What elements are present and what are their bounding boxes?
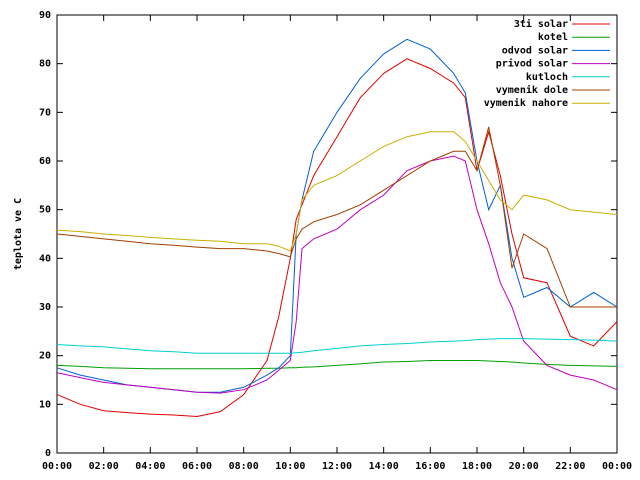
x-tick-label: 06:00 xyxy=(182,461,212,472)
series-line xyxy=(56,131,618,252)
x-tick-label: 04:00 xyxy=(135,461,165,472)
x-tick-label: 08:00 xyxy=(229,461,259,472)
series-line xyxy=(56,58,618,418)
y-tick-label: 90 xyxy=(39,10,51,21)
x-tick-label: 02:00 xyxy=(89,461,119,472)
x-tick-label: 16:00 xyxy=(415,461,445,472)
y-tick-label: 50 xyxy=(39,205,51,216)
y-tick-label: 30 xyxy=(39,302,51,313)
x-tick-label: 10:00 xyxy=(275,461,305,472)
legend-label: vymenik nahore xyxy=(484,97,568,109)
legend-label: 3ti solar xyxy=(514,18,568,30)
y-axis-label: teplota ve C xyxy=(13,198,24,270)
x-tick-label: 18:00 xyxy=(462,461,492,472)
x-tick-label: 22:00 xyxy=(555,461,585,472)
x-tick-label: 14:00 xyxy=(369,461,399,472)
series-line xyxy=(56,338,618,354)
y-tick-label: 40 xyxy=(39,253,51,264)
series-line xyxy=(56,126,617,308)
x-tick-label: 00:00 xyxy=(602,461,632,472)
x-tick-label: 20:00 xyxy=(509,461,539,472)
series-line xyxy=(56,155,618,394)
series-line xyxy=(56,360,618,370)
legend-label: privod solar xyxy=(496,58,568,70)
legend-label: kutloch xyxy=(526,72,568,83)
y-tick-label: 10 xyxy=(39,399,51,410)
legend-label: odvod solar xyxy=(502,45,568,56)
y-tick-label: 20 xyxy=(39,351,51,362)
y-tick-label: 60 xyxy=(39,156,51,167)
x-tick-label: 12:00 xyxy=(322,461,352,472)
legend-label: kotel xyxy=(538,32,568,43)
y-tick-label: 0 xyxy=(45,448,51,459)
y-tick-label: 70 xyxy=(39,107,51,118)
x-tick-label: 00:00 xyxy=(42,461,72,472)
legend-label: vymenik dole xyxy=(496,84,568,96)
y-tick-label: 80 xyxy=(39,59,51,70)
